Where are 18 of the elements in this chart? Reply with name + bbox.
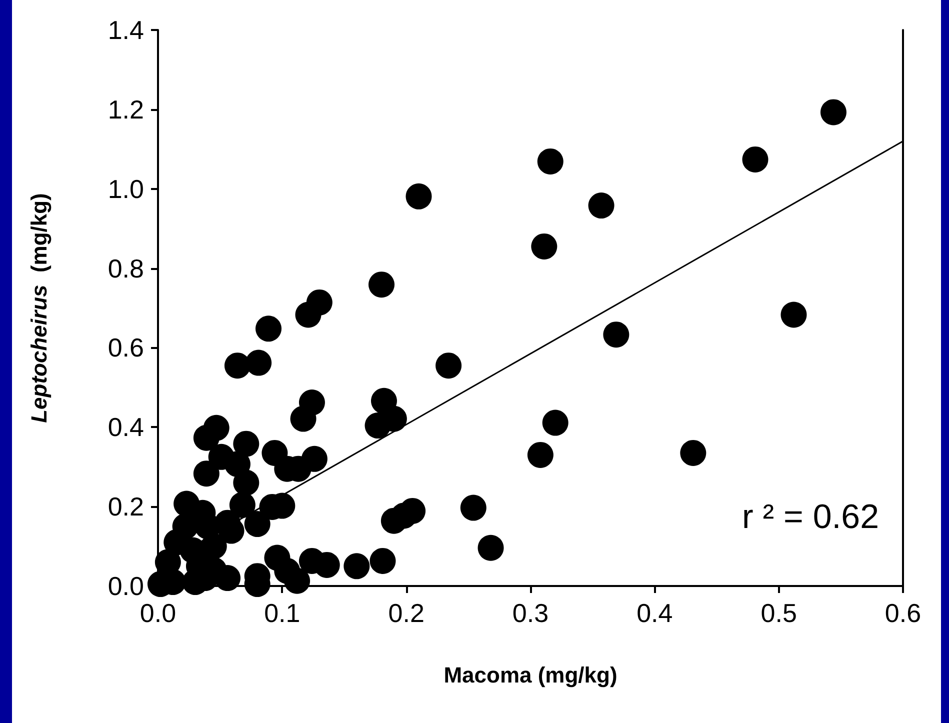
x-tick-label: 0.0 — [140, 598, 176, 628]
y-axis-title: Leptocheirus (mg/kg) — [26, 193, 52, 423]
x-tick-label: 0.2 — [388, 598, 424, 628]
x-tick-label: 0.5 — [760, 598, 797, 628]
y-tick-label: 1.4 — [108, 15, 144, 45]
y-tick-label: 0.0 — [108, 571, 144, 601]
x-tick-label: 0.1 — [264, 598, 300, 628]
annotation: r ² = 0.62 — [742, 498, 880, 536]
y-tick-label: 0.4 — [108, 412, 144, 442]
x-tick-label: 0.3 — [512, 598, 549, 628]
y-tick-label: 0.6 — [108, 332, 144, 363]
y-tick-label: 1.0 — [108, 174, 144, 204]
x-axis-title: Macoma (mg/kg) — [444, 662, 618, 688]
x-tick-label: 0.6 — [884, 598, 922, 628]
y-tick-label: 1.2 — [108, 94, 144, 124]
y-tick-label: 0.8 — [108, 253, 144, 284]
x-tick-label: 0.4 — [636, 598, 673, 628]
y-tick-label: 0.2 — [108, 492, 144, 522]
